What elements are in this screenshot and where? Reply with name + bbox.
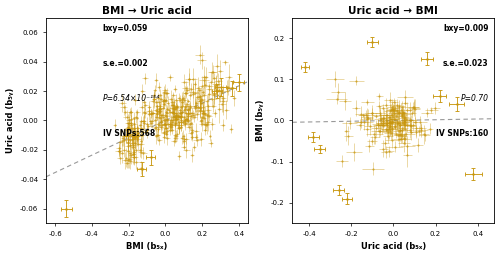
Text: P=6.54×10⁻¹⁵⁴: P=6.54×10⁻¹⁵⁴ [102, 94, 160, 103]
Y-axis label: BMI (b₅ᵧ): BMI (b₅ᵧ) [256, 100, 266, 141]
Text: s.e.=0.023: s.e.=0.023 [443, 59, 488, 68]
X-axis label: BMI (b₅ₓ): BMI (b₅ₓ) [126, 242, 168, 251]
Text: IV SNPs:568: IV SNPs:568 [102, 129, 155, 138]
X-axis label: Uric acid (b₅ₓ): Uric acid (b₅ₓ) [361, 242, 426, 251]
Text: IV SNPs:160: IV SNPs:160 [436, 129, 488, 138]
Text: bxy=0.059: bxy=0.059 [102, 24, 148, 33]
Y-axis label: Uric acid (b₅ᵧ): Uric acid (b₅ᵧ) [6, 88, 15, 153]
Text: bxy=0.009: bxy=0.009 [443, 24, 488, 33]
Title: BMI → Uric acid: BMI → Uric acid [102, 6, 192, 16]
Text: P=0.70: P=0.70 [460, 94, 488, 103]
Text: s.e.=0.002: s.e.=0.002 [102, 59, 148, 68]
Title: Uric acid → BMI: Uric acid → BMI [348, 6, 438, 16]
